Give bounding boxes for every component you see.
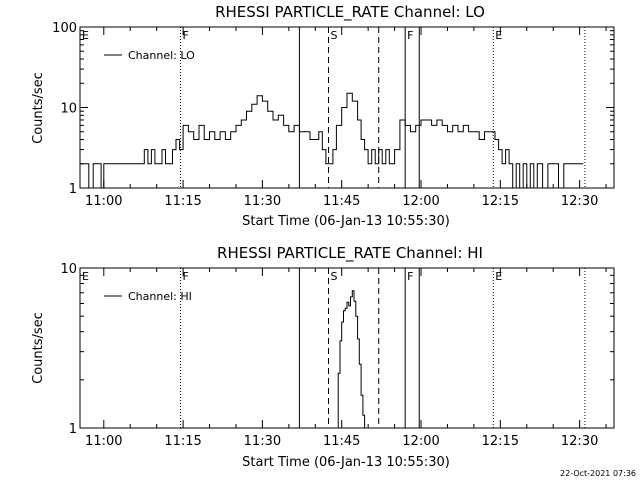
x-axis-label: Start Time (06-Jan-13 10:55:30) [242, 214, 450, 229]
event-marker-label: S [330, 29, 337, 42]
x-tick-label: 11:30 [244, 194, 281, 209]
y-tick-label: 100 [52, 21, 77, 36]
event-marker-label: F [407, 29, 413, 42]
y-tick-label: 1 [69, 422, 77, 437]
panel-lo: RHESSI PARTICLE_RATE Channel: LO Start T… [31, 3, 615, 229]
event-marker-label: E [82, 29, 89, 42]
legend-label: Channel: HI [128, 290, 192, 303]
x-tick-label: 12:30 [561, 194, 598, 209]
panel-hi: RHESSI PARTICLE_RATE Channel: HI Start T… [31, 244, 615, 470]
x-axis-label: Start Time (06-Jan-13 10:55:30) [242, 455, 450, 470]
event-marker-label: E [82, 270, 89, 283]
x-tick-label: 12:00 [402, 434, 439, 449]
y-tick-label: 10 [60, 102, 77, 117]
x-tick-label: 11:30 [244, 434, 281, 449]
x-tick-label: 11:45 [323, 194, 360, 209]
x-tick-label: 12:15 [482, 434, 519, 449]
event-marker-label: E [495, 29, 502, 42]
y-tick-label: 1 [69, 182, 77, 197]
event-marker-label: F [182, 29, 188, 42]
event-marker-label: F [182, 270, 188, 283]
event-marker-label: S [330, 270, 337, 283]
series-line [336, 290, 366, 429]
event-marker-label: E [495, 270, 502, 283]
series-line [80, 92, 584, 189]
x-tick-label: 11:15 [164, 434, 201, 449]
x-tick-label: 12:00 [402, 194, 439, 209]
event-marker-label: F [407, 270, 413, 283]
chart-title: RHESSI PARTICLE_RATE Channel: HI [217, 244, 483, 263]
x-tick-label: 11:15 [164, 194, 201, 209]
x-tick-label: 11:00 [85, 434, 122, 449]
y-tick-label: 10 [60, 262, 77, 277]
x-tick-label: 11:00 [85, 194, 122, 209]
legend-label: Channel: LO [128, 49, 195, 62]
x-tick-label: 12:30 [561, 434, 598, 449]
chart-title: RHESSI PARTICLE_RATE Channel: LO [215, 3, 485, 22]
plot-frame [79, 267, 615, 429]
generation-timestamp: 22-Oct-2021 07:36 [560, 469, 636, 478]
y-axis-label: Counts/sec [31, 312, 46, 384]
x-tick-label: 11:45 [323, 434, 360, 449]
x-tick-label: 12:15 [482, 194, 519, 209]
y-axis-label: Counts/sec [31, 72, 46, 144]
